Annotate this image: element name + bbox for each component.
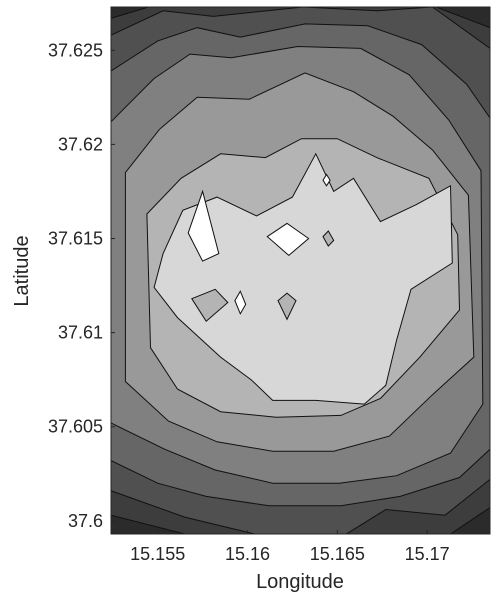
- contour-level-7-region-1: [277, 292, 297, 321]
- y-axis-title: Latitude: [11, 235, 33, 306]
- y-tick-label: 37.6: [68, 511, 103, 531]
- contour-level-9-region-3: [322, 173, 331, 187]
- contour-level-9-region-1: [266, 222, 310, 257]
- contour-level-7-region-0: [191, 288, 229, 323]
- contour-level-9-region-0: [187, 189, 220, 262]
- y-tick-label: 37.625: [48, 40, 103, 60]
- x-axis-title: Longitude: [256, 571, 344, 593]
- y-tick-label: 37.615: [48, 229, 103, 249]
- contour-level-7-region-2: [322, 230, 335, 247]
- x-tick-label: 15.155: [130, 544, 185, 564]
- plot-frame: [110, 6, 491, 535]
- x-tick-label: 15.16: [225, 544, 270, 564]
- x-tick-label: 15.165: [310, 544, 365, 564]
- contour-fill-area: [111, 7, 490, 534]
- y-tick-label: 37.61: [58, 323, 103, 343]
- contour-level-8-region-0: [153, 152, 453, 405]
- x-axis-ticks: 15.155 15.16 15.165 15.17: [130, 530, 450, 564]
- y-tick-label: 37.62: [58, 134, 103, 154]
- x-tick-label: 15.17: [405, 544, 450, 564]
- contour-level-9-region-2: [234, 290, 247, 315]
- y-tick-label: 37.605: [48, 417, 103, 437]
- y-axis-ticks: 37.6 37.605 37.61 37.615 37.62 37.625: [48, 40, 115, 531]
